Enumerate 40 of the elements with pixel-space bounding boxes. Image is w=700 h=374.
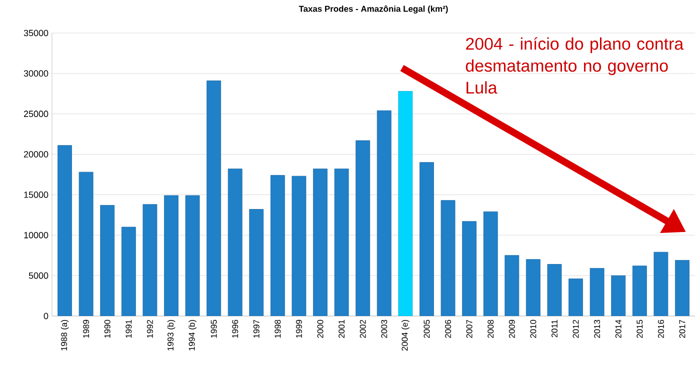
x-tick-label: 1998 bbox=[274, 320, 281, 338]
x-tick-label: 2010 bbox=[530, 320, 536, 338]
x-tick-label: 2007 bbox=[466, 320, 472, 338]
y-tick-label: 5000 bbox=[28, 272, 48, 279]
y-tick-label: 10000 bbox=[24, 232, 48, 238]
x-tick-label: 1997 bbox=[253, 320, 260, 338]
y-tick-label: 20000 bbox=[24, 151, 48, 158]
x-tick-label: 2013 bbox=[594, 320, 600, 338]
x-tick-label: 2004 (e) bbox=[401, 320, 410, 351]
x-tick-label: 2003 bbox=[381, 320, 388, 338]
x-tick-label: 2012 bbox=[572, 320, 579, 338]
annotation: 2004 - início do plano contra desmatamento no governo Lula bbox=[466, 37, 684, 94]
x-tick-label: 1996 bbox=[232, 320, 238, 338]
x-tick-label: 1988 (a) bbox=[60, 320, 69, 350]
x-tick-label: 1999 bbox=[296, 320, 302, 338]
x-tick-label: 2001 bbox=[338, 320, 345, 338]
x-tick-label: 1991 bbox=[126, 320, 132, 338]
x-tick-label: 1990 bbox=[104, 320, 110, 338]
y-tick-label: 25000 bbox=[24, 110, 48, 118]
x-tick-label: 2014 bbox=[615, 320, 622, 338]
x-tick-label: 1995 bbox=[210, 320, 217, 338]
x-tick-label: 2000 bbox=[317, 320, 324, 338]
x-tick-label: 2002 bbox=[360, 320, 366, 338]
x-tick-label: 2005 bbox=[424, 320, 430, 338]
x-tick-label: 2008 bbox=[488, 320, 494, 338]
y-tick-label: 35000 bbox=[24, 30, 48, 36]
x-tick-label: 2006 bbox=[445, 320, 452, 338]
x-tick-label: 2016 bbox=[658, 320, 664, 338]
x-tick-label: 1993 (b) bbox=[167, 320, 176, 350]
x-tick-label: 1989 bbox=[83, 320, 90, 338]
x-tick-label: 1992 bbox=[146, 320, 153, 338]
y-tick-label: 30000 bbox=[24, 70, 48, 77]
x-tick-label: 1994 (b) bbox=[188, 320, 196, 350]
y-tick-label: 0 bbox=[44, 312, 48, 320]
x-tick-label: 2015 bbox=[636, 320, 643, 338]
x-tick-label: 2009 bbox=[508, 320, 515, 338]
x-tick-label: 2017 bbox=[679, 320, 686, 338]
y-tick-label: 15000 bbox=[24, 192, 48, 198]
x-tick-label: 2011 bbox=[551, 320, 558, 338]
chart-title: Taxas Prodes - Amazônia Legal (km²) bbox=[298, 5, 448, 14]
